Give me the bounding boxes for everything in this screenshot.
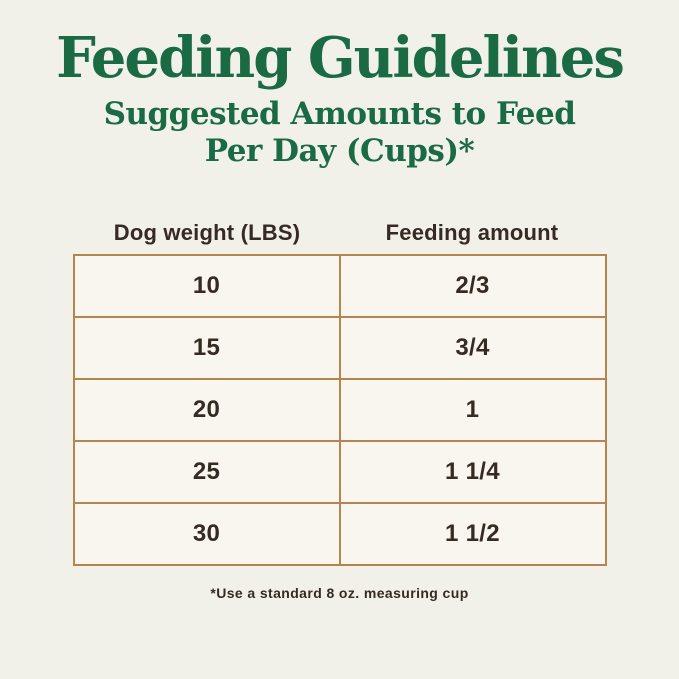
table-row: 15 3/4 bbox=[74, 316, 605, 379]
feeding-amount-cell: 3/4 bbox=[455, 334, 490, 362]
dog-weight-cell: 15 bbox=[75, 318, 341, 379]
table-row: 25 1 1/4 bbox=[74, 440, 605, 503]
feeding-table: 10 2/3 15 3/4 20 1 25 1 1/4 30 1 1/2 bbox=[72, 254, 607, 567]
subtitle-line-1: Suggested Amounts to Feed bbox=[103, 96, 576, 133]
feeding-amount-cell: 1 1/4 bbox=[445, 458, 500, 486]
table-row: 20 1 bbox=[74, 378, 605, 441]
measuring-cup-footnote: *Use a standard 8 oz. measuring cup bbox=[210, 585, 469, 602]
column-header-feeding-amount: Feeding amount bbox=[385, 220, 559, 246]
subtitle-line-2: Per Day (Cups)* bbox=[204, 133, 475, 170]
column-header-dog-weight: Dog weight (LBS) bbox=[113, 220, 301, 246]
page-subtitle: Suggested Amounts to Feed Per Day (Cups)… bbox=[0, 96, 679, 170]
table-header-row: Dog weight (LBS) Feeding amount bbox=[75, 220, 605, 246]
dog-weight-cell: 10 bbox=[75, 256, 341, 317]
dog-weight-cell: 20 bbox=[75, 380, 341, 441]
table-row: 10 2/3 bbox=[75, 256, 605, 317]
dog-weight-cell: 25 bbox=[75, 442, 341, 503]
table-row: 30 1 1/2 bbox=[74, 502, 605, 565]
feeding-amount-cell: 1 1/2 bbox=[445, 520, 500, 548]
feeding-amount-cell: 1 bbox=[465, 396, 480, 424]
page-title: Feeding Guidelines bbox=[56, 25, 625, 91]
dog-weight-cell: 30 bbox=[75, 504, 341, 565]
feeding-amount-cell: 2/3 bbox=[455, 272, 490, 300]
